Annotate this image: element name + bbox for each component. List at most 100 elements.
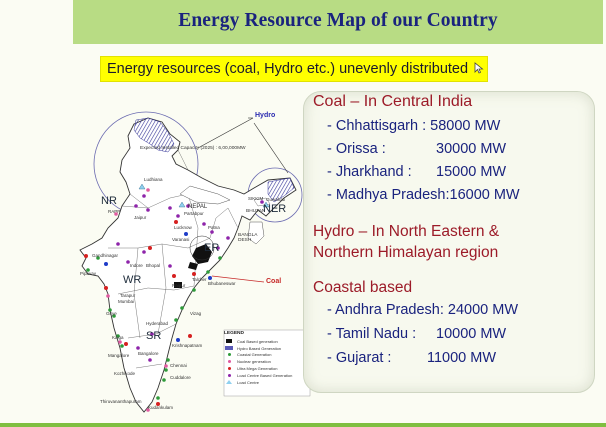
place-raipur: Raipur bbox=[172, 283, 186, 288]
coastal-item-gujarat-value: 11000 MW bbox=[427, 350, 497, 366]
coal-arrow bbox=[211, 275, 265, 283]
subtitle-text: Energy resources (coal, Hydro etc.) unev… bbox=[107, 61, 469, 77]
hydro-heading: Hydro – In North Eastern & Northern Hima… bbox=[313, 221, 499, 263]
place-rapp: RAPP bbox=[108, 209, 121, 214]
coastal-heading: Coastal based bbox=[313, 279, 413, 296]
coal-callout: Coal bbox=[266, 278, 282, 285]
ne-hydro-region bbox=[267, 177, 295, 203]
place-jaipur: Jaipur bbox=[134, 215, 147, 220]
legend-item: Coal Based generation bbox=[224, 338, 316, 345]
india-map-drawing bbox=[79, 111, 311, 413]
load-centre-symbol-icon bbox=[226, 380, 232, 385]
india-outline bbox=[79, 117, 297, 413]
hydro-callout: Hydro bbox=[255, 112, 276, 119]
load-centre-generation-symbol-icon bbox=[227, 373, 231, 377]
place-varanasi: Varanasi bbox=[172, 237, 190, 242]
coastal-symbol-icon bbox=[227, 353, 231, 357]
legend-item: Load Centre bbox=[224, 379, 316, 386]
place-vizag: Vizag bbox=[190, 311, 202, 316]
coal-region-2 bbox=[188, 262, 198, 270]
subtitle-highlight bbox=[100, 56, 488, 82]
place-bhopal: Bhopal bbox=[146, 263, 161, 268]
place-patna: Patna bbox=[208, 225, 220, 230]
place-talcher: Talcher bbox=[192, 277, 207, 282]
legend-title: LEGEND bbox=[224, 331, 244, 336]
hydro-arrow-1 bbox=[197, 117, 254, 149]
map-legend: LEGEND Coal Based generation Hydro Based… bbox=[224, 331, 316, 399]
legend-item: Coastal Generation bbox=[224, 352, 316, 359]
india-energy-map: Hydro Coal Expected Installed Capacity (… bbox=[78, 98, 314, 422]
place-ludhiana: Ludhiana bbox=[144, 177, 163, 182]
label-bhutan: BHUTAN bbox=[246, 209, 266, 214]
region-wr: WR bbox=[123, 274, 142, 286]
coastal-item-tamil-nadu-value: 10000 MW bbox=[436, 326, 507, 342]
place-mangalore: Mangalore bbox=[108, 353, 130, 358]
load-centre-triangles bbox=[138, 183, 270, 208]
place-hyderabad: Hyderabad bbox=[146, 321, 169, 326]
bangladesh-shape bbox=[247, 221, 265, 245]
place-guwahati: Guwahati bbox=[266, 197, 286, 202]
place-partabpur: Partabpur bbox=[184, 211, 204, 216]
region-er: ER bbox=[204, 242, 220, 254]
label-nepal: NEPAL bbox=[188, 204, 208, 210]
place-chennai: Chennai bbox=[170, 363, 187, 368]
er-circle bbox=[189, 235, 215, 261]
place-tarapur: Tarapur bbox=[120, 293, 136, 298]
coal-item-jharkhand-value: 15000 MW bbox=[436, 164, 507, 180]
label-sikkim: SIKKIM bbox=[248, 196, 264, 201]
info-panel bbox=[303, 91, 595, 393]
hydro-heading-line2: Northern Himalayan region bbox=[313, 244, 499, 261]
place-kozhikode: Kozhikode bbox=[114, 371, 136, 376]
coastal-item-tamil-nadu-label: - Tamil Nadu : bbox=[327, 326, 417, 342]
capacity-note: Expected Installed Capacity (2025) : 6,0… bbox=[140, 146, 246, 151]
place-mumbai: Mumbai bbox=[118, 299, 135, 304]
coal-heading: Coal – In Central India bbox=[313, 93, 473, 110]
legend-frame bbox=[223, 329, 311, 397]
bottom-accent-line bbox=[0, 423, 606, 427]
legend-item: Nuclear generation bbox=[224, 358, 316, 365]
coal-item-orissa-value: 30000 MW bbox=[436, 141, 507, 157]
region-nr: NR bbox=[101, 195, 117, 207]
place-indore: Indore bbox=[130, 263, 143, 268]
region-ner: NER bbox=[263, 203, 287, 215]
hydro-heading-line1: Hydro – In North Eastern & bbox=[313, 223, 500, 240]
place-kudankulam: Kudankulam bbox=[148, 405, 174, 410]
jk-hydro-region bbox=[133, 117, 175, 153]
place-cuddalore: Cuddalore bbox=[170, 375, 191, 380]
mouse-cursor-icon bbox=[474, 62, 484, 74]
place-bhubaneswar: Bhubaneswar bbox=[208, 281, 236, 286]
place-gandhinagar: Gandhinagar bbox=[92, 253, 119, 258]
place-pipavav: Pipavav bbox=[80, 271, 97, 276]
ultra-mega-generation-dots bbox=[84, 220, 196, 406]
coal-item-chhattisgarh: - Chhattisgarh : 58000 MW bbox=[327, 118, 501, 134]
page-title: Energy Resource Map of our Country bbox=[178, 10, 498, 31]
place-krishnapatnam: Krishnapatnam bbox=[172, 343, 203, 348]
legend-item: Hydro Based Generation bbox=[224, 345, 316, 352]
place-lucknow: Lucknow bbox=[174, 225, 192, 230]
coal-symbol-icon bbox=[226, 339, 232, 344]
load-centre-generation-dots bbox=[116, 194, 264, 362]
nuclear-generation-dots bbox=[106, 188, 168, 412]
hydro-symbol-icon bbox=[225, 346, 233, 351]
coastal-generation-dots bbox=[86, 256, 222, 400]
place-bangalore: Bangalore bbox=[138, 351, 159, 356]
coastal-item-gujarat-label: - Gujarat : bbox=[327, 350, 392, 366]
hydro-arrow-2 bbox=[253, 122, 289, 174]
nepal-shape bbox=[179, 185, 231, 205]
place-kaiga: Kaiga bbox=[112, 335, 124, 340]
coal-item-orissa-label: - Orissa : bbox=[327, 141, 386, 157]
coal-item-madhya-pradesh: - Madhya Pradesh:16000 MW bbox=[327, 187, 520, 203]
coastal-item-andhra-pradesh: - Andhra Pradesh: 24000 MW bbox=[327, 302, 519, 318]
ultra-mega-symbol-icon bbox=[227, 367, 231, 371]
place-girye: Girye bbox=[106, 311, 117, 316]
label-bangladesh: BANGLA DESH bbox=[238, 233, 258, 243]
coal-region-3 bbox=[174, 282, 182, 288]
legend-item: Load Centre Based Generation bbox=[224, 372, 316, 379]
place-thiruvananthapuram: Thiruvananthapuram bbox=[100, 399, 142, 404]
load-centre-markers bbox=[104, 232, 212, 342]
legend-item: Ultra Mega Generation bbox=[224, 365, 316, 372]
title-bar bbox=[73, 0, 603, 44]
nuclear-symbol-icon bbox=[227, 360, 231, 364]
region-sr: SR bbox=[146, 330, 162, 342]
coal-item-jharkhand-label: - Jharkhand : bbox=[327, 164, 412, 180]
